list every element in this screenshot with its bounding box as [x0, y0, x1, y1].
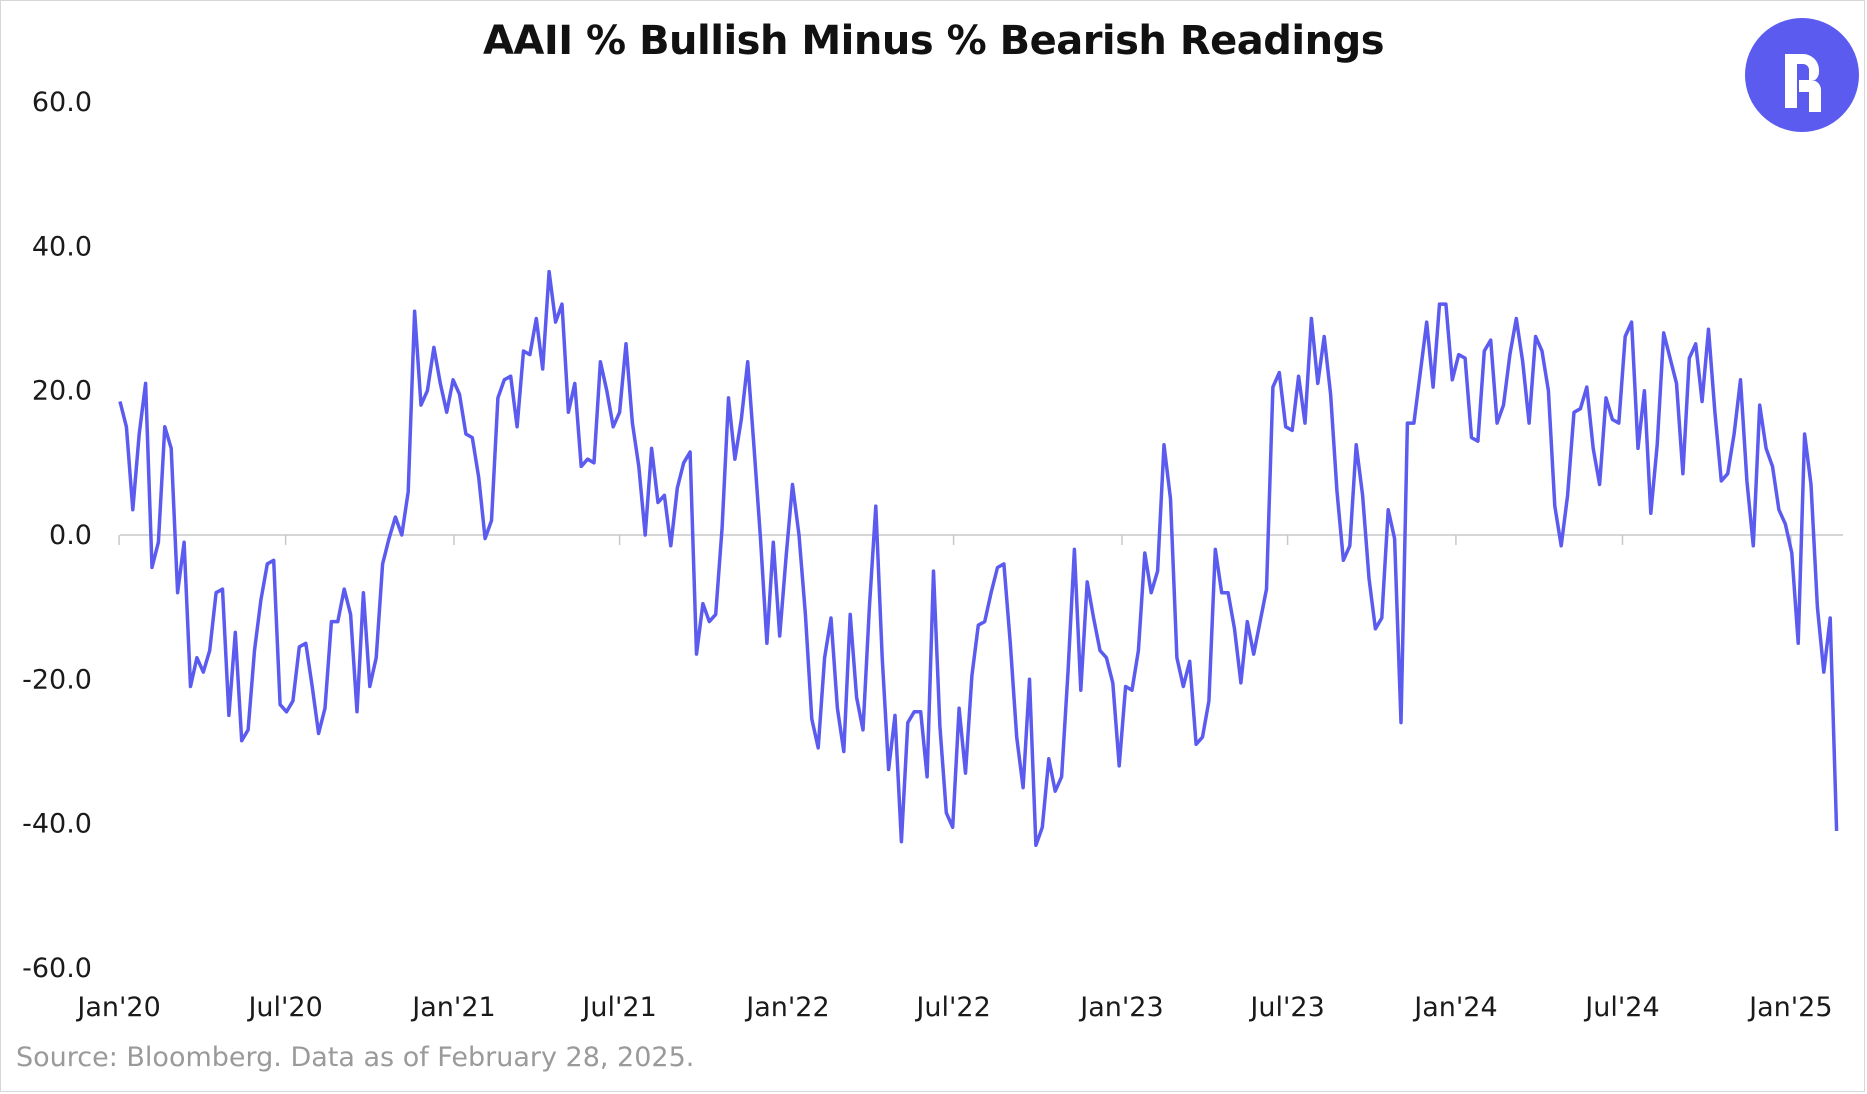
x-axis: Jan'20 Jul'20 Jan'21 Jul'21 Jan'22 Jul'22 Jan'… — [75, 534, 1843, 1023]
x-tick-label: Jan'25 — [1747, 992, 1832, 1023]
y-axis: 60.0 40.0 20.0 0.0 -20.0 -40.0 -60.0 — [22, 87, 92, 984]
y-tick-label: -40.0 — [22, 809, 92, 840]
x-tick-label: Jan'22 — [744, 992, 829, 1023]
line-chart: 60.0 40.0 20.0 0.0 -20.0 -40.0 -60.0 Jan'20 Jul… — [22, 87, 1843, 1023]
x-tick-label: Jan'24 — [1412, 992, 1497, 1023]
series-layer — [118, 269, 1839, 848]
chart-title: AAII % Bullish Minus % Bearish Readings — [482, 18, 1385, 64]
x-tick-label: Jul'24 — [1583, 992, 1659, 1023]
y-tick-label: 0.0 — [49, 520, 92, 551]
y-tick-label: 40.0 — [32, 231, 92, 262]
source-note: Source: Bloomberg. Data as of February 2… — [16, 1042, 695, 1073]
x-tick-label: Jul'20 — [246, 992, 322, 1023]
x-tick-label: Jul'21 — [580, 992, 656, 1023]
x-tick-label: Jul'22 — [914, 992, 990, 1023]
y-tick-label: 20.0 — [32, 376, 92, 407]
x-tick-label: Jan'23 — [1078, 992, 1163, 1023]
y-tick-label: -20.0 — [22, 664, 92, 695]
series-line — [118, 269, 1839, 848]
y-tick-label: 60.0 — [32, 87, 92, 118]
x-tick-label: Jan'20 — [75, 992, 160, 1023]
x-tick-label: Jan'21 — [410, 992, 495, 1023]
brand-logo-icon — [1745, 18, 1859, 132]
y-tick-label: -60.0 — [22, 953, 92, 984]
x-tick-label: Jul'23 — [1248, 992, 1324, 1023]
